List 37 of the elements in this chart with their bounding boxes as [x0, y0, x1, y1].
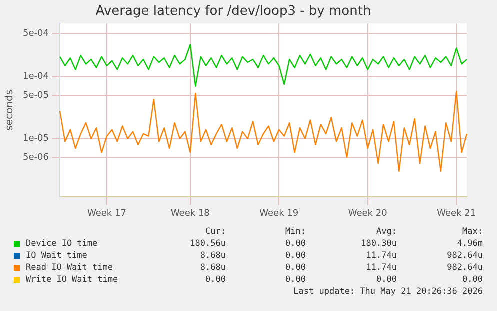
text: Last update: Thu May 21 20:26:36 2026 [294, 286, 483, 298]
y-tick-label: 5e-05 [22, 90, 49, 101]
y-tick-label: 5e-06 [22, 152, 50, 163]
x-tick-label: Week 19 [260, 208, 299, 219]
text: 11.74u [366, 262, 397, 274]
x-tick-label: Week 21 [437, 208, 476, 219]
legend-label: Read IO Wait time [26, 262, 113, 274]
text: 0.00 [286, 274, 306, 286]
chart-title: Average latency for /dev/loop3 - by month [96, 4, 372, 20]
y-axis-title: seconds [4, 90, 16, 131]
x-tick-label: Week 20 [348, 208, 388, 219]
text: 0.00 [286, 262, 306, 274]
x-tick-label: Week 18 [170, 208, 210, 219]
y-tick-label: 1e-05 [22, 134, 49, 144]
text: 11.74u [366, 250, 397, 262]
text: 8.68u [200, 262, 226, 274]
text: 0.00 [286, 238, 306, 250]
legend-label: IO Wait time [26, 250, 88, 262]
text: 0.00 [462, 274, 483, 286]
x-tick-label: Week 17 [87, 208, 126, 219]
text: 0.00 [376, 274, 397, 286]
text: 982.64u [447, 250, 483, 262]
text: 0.00 [286, 250, 306, 262]
text: 982.64u [447, 262, 483, 274]
text: 180.56u [190, 238, 226, 250]
text: 180.30u [361, 238, 397, 250]
text: Min: [286, 226, 306, 238]
legend-label: Device IO time [26, 238, 98, 250]
y-tick-label: 5e-04 [22, 28, 50, 39]
text: Cur: [206, 226, 226, 238]
text: 0.00 [206, 274, 226, 286]
text: Avg: [376, 226, 397, 238]
y-tick-label: 1e-04 [22, 72, 50, 82]
text: 4.96m [457, 238, 483, 250]
text: Max: [462, 226, 483, 238]
legend-label: Write IO Wait time [26, 274, 118, 286]
text: 8.68u [200, 250, 226, 262]
